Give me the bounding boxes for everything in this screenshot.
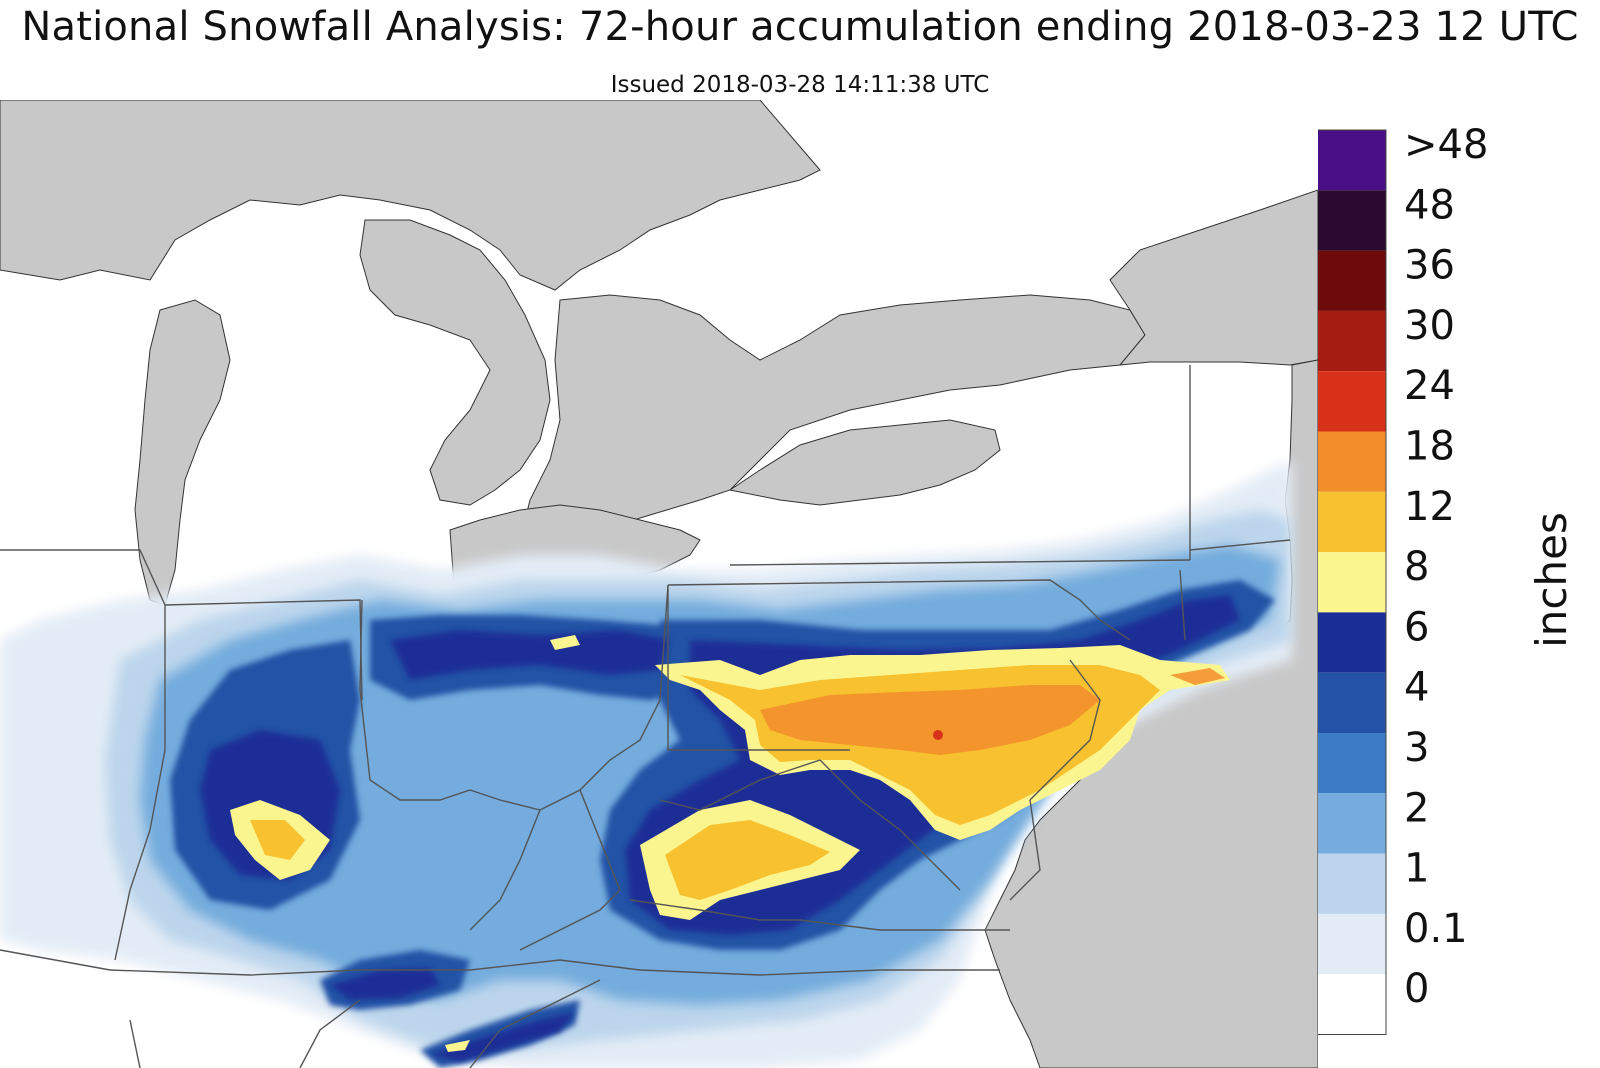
legend-label-18: 18: [1404, 424, 1455, 470]
legend-swatch-30: [1318, 310, 1386, 372]
legend-swatch-2: [1318, 793, 1386, 854]
legend-swatch-12: [1318, 491, 1386, 553]
legend-label-6: 6: [1404, 604, 1429, 650]
issued-timestamp: Issued 2018-03-28 14:11:38 UTC: [610, 72, 990, 98]
snowfall-12in: [760, 668, 1225, 755]
lake-huron: [359, 219, 551, 506]
legend-swatch-24: [1318, 371, 1386, 432]
legend-frame: [1318, 129, 1387, 1035]
legend-label-4: 4: [1404, 665, 1429, 711]
legend-swatch-0: [1318, 974, 1386, 1035]
legend-label-36: 36: [1404, 243, 1455, 289]
legend-label-48: 48: [1404, 182, 1455, 228]
legend-swatch-6: [1318, 612, 1386, 673]
map-title: National Snowfall Analysis: 72-hour accu…: [21, 4, 1579, 50]
canada-northeast: [1109, 189, 1318, 366]
legend-label-0: 0: [1404, 966, 1429, 1012]
legend-unit-label: inches: [1527, 512, 1576, 648]
legend-label-1: 1: [1404, 846, 1429, 892]
legend-label-8: 8: [1404, 544, 1429, 590]
legend-swatch-0.1: [1318, 913, 1386, 975]
legend-swatch-3: [1318, 733, 1386, 794]
legend-label-0.1: 0.1: [1404, 906, 1468, 952]
legend-label-12: 12: [1404, 484, 1455, 530]
legend-label-2: 2: [1404, 785, 1429, 831]
legend-swatch-1: [1318, 853, 1386, 914]
legend-label-30: 30: [1404, 303, 1455, 349]
lake-michigan: [134, 299, 231, 606]
snowfall-18in: [933, 730, 943, 740]
legend-label-gt48: >48: [1404, 122, 1488, 168]
legend-label-24: 24: [1404, 363, 1455, 409]
state-borders: [0, 365, 1291, 1068]
legend-swatch-48: [1318, 190, 1386, 251]
color-legend: >48 48 36 30 24 18 12 8 6 4 3 2 1 0.1 0 inches: [1318, 100, 1600, 1068]
lake-michigan-water: [0, 100, 821, 291]
lake-ontario-canada: [728, 419, 1001, 506]
snowfall-map: [0, 100, 1318, 1068]
legend-label-3: 3: [1404, 725, 1429, 771]
legend-swatch-18: [1318, 431, 1386, 492]
legend-swatch-4: [1318, 672, 1386, 733]
legend-swatch-36: [1318, 250, 1386, 311]
legend-swatch-gt48: [1318, 130, 1386, 191]
legend-swatch-8: [1318, 552, 1386, 613]
